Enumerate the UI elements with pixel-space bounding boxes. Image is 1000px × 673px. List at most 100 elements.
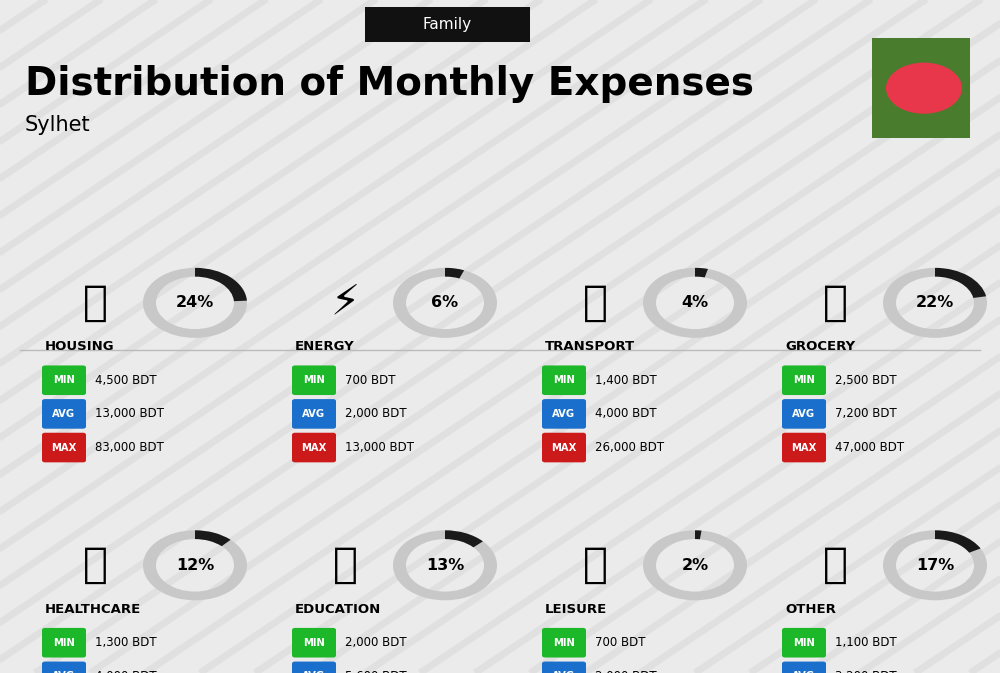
Text: MIN: MIN bbox=[553, 638, 575, 647]
Text: 6%: 6% bbox=[431, 295, 459, 310]
Text: MIN: MIN bbox=[303, 376, 325, 385]
Text: AVG: AVG bbox=[792, 672, 816, 673]
Wedge shape bbox=[883, 268, 987, 338]
FancyBboxPatch shape bbox=[292, 433, 336, 462]
Text: MAX: MAX bbox=[301, 443, 327, 452]
FancyBboxPatch shape bbox=[42, 433, 86, 462]
Text: 2,000 BDT: 2,000 BDT bbox=[595, 670, 657, 673]
Text: 26,000 BDT: 26,000 BDT bbox=[595, 441, 664, 454]
Wedge shape bbox=[143, 268, 247, 338]
FancyBboxPatch shape bbox=[542, 662, 586, 673]
Wedge shape bbox=[445, 268, 464, 279]
FancyBboxPatch shape bbox=[782, 365, 826, 395]
Text: AVG: AVG bbox=[792, 409, 816, 419]
Text: LEISURE: LEISURE bbox=[545, 602, 607, 616]
Wedge shape bbox=[883, 530, 987, 600]
FancyBboxPatch shape bbox=[42, 628, 86, 658]
Circle shape bbox=[886, 63, 962, 114]
Text: Distribution of Monthly Expenses: Distribution of Monthly Expenses bbox=[25, 65, 754, 103]
FancyBboxPatch shape bbox=[42, 399, 86, 429]
Text: 🛒: 🛒 bbox=[823, 282, 848, 324]
Text: 2,500 BDT: 2,500 BDT bbox=[835, 374, 897, 387]
FancyBboxPatch shape bbox=[292, 628, 336, 658]
Text: MIN: MIN bbox=[53, 638, 75, 647]
Text: 1,100 BDT: 1,100 BDT bbox=[835, 636, 897, 649]
FancyBboxPatch shape bbox=[292, 399, 336, 429]
Text: AVG: AVG bbox=[302, 672, 326, 673]
Text: 5,600 BDT: 5,600 BDT bbox=[345, 670, 407, 673]
Wedge shape bbox=[195, 530, 231, 546]
Wedge shape bbox=[143, 530, 247, 600]
FancyBboxPatch shape bbox=[782, 662, 826, 673]
Text: 🛍️: 🛍️ bbox=[583, 544, 608, 586]
Wedge shape bbox=[695, 530, 702, 539]
Text: GROCERY: GROCERY bbox=[785, 340, 855, 353]
Text: 3,200 BDT: 3,200 BDT bbox=[835, 670, 897, 673]
Text: TRANSPORT: TRANSPORT bbox=[545, 340, 635, 353]
Text: 4%: 4% bbox=[681, 295, 709, 310]
Text: 13,000 BDT: 13,000 BDT bbox=[95, 407, 164, 421]
Text: 2,000 BDT: 2,000 BDT bbox=[345, 407, 407, 421]
Text: MIN: MIN bbox=[793, 376, 815, 385]
Text: 12%: 12% bbox=[176, 558, 214, 573]
Text: AVG: AVG bbox=[52, 409, 76, 419]
FancyBboxPatch shape bbox=[542, 399, 586, 429]
Text: AVG: AVG bbox=[552, 672, 576, 673]
Text: 700 BDT: 700 BDT bbox=[345, 374, 396, 387]
Text: 🏢: 🏢 bbox=[82, 282, 108, 324]
Text: 1,400 BDT: 1,400 BDT bbox=[595, 374, 657, 387]
Text: HOUSING: HOUSING bbox=[45, 340, 115, 353]
Text: MIN: MIN bbox=[793, 638, 815, 647]
Text: 13%: 13% bbox=[426, 558, 464, 573]
Text: 💰: 💰 bbox=[823, 544, 848, 586]
Wedge shape bbox=[643, 530, 747, 600]
Wedge shape bbox=[643, 268, 747, 338]
Text: MIN: MIN bbox=[303, 638, 325, 647]
Wedge shape bbox=[695, 268, 708, 277]
Text: 700 BDT: 700 BDT bbox=[595, 636, 646, 649]
Wedge shape bbox=[445, 530, 483, 547]
Text: HEALTHCARE: HEALTHCARE bbox=[45, 602, 141, 616]
FancyBboxPatch shape bbox=[782, 628, 826, 658]
Text: EDUCATION: EDUCATION bbox=[295, 602, 381, 616]
Text: ⚡: ⚡ bbox=[330, 282, 360, 324]
Text: ENERGY: ENERGY bbox=[295, 340, 355, 353]
Wedge shape bbox=[393, 268, 497, 338]
FancyBboxPatch shape bbox=[542, 433, 586, 462]
Text: AVG: AVG bbox=[52, 672, 76, 673]
Wedge shape bbox=[935, 530, 981, 553]
Text: 2%: 2% bbox=[681, 558, 709, 573]
Text: Sylhet: Sylhet bbox=[25, 114, 91, 135]
Text: 24%: 24% bbox=[176, 295, 214, 310]
Text: AVG: AVG bbox=[552, 409, 576, 419]
Text: MIN: MIN bbox=[53, 376, 75, 385]
FancyBboxPatch shape bbox=[292, 365, 336, 395]
Text: 22%: 22% bbox=[916, 295, 954, 310]
Text: 1,300 BDT: 1,300 BDT bbox=[95, 636, 157, 649]
Text: 47,000 BDT: 47,000 BDT bbox=[835, 441, 904, 454]
Wedge shape bbox=[935, 268, 986, 298]
Text: MAX: MAX bbox=[791, 443, 817, 452]
Text: MAX: MAX bbox=[551, 443, 577, 452]
Text: 4,500 BDT: 4,500 BDT bbox=[95, 374, 157, 387]
FancyBboxPatch shape bbox=[782, 433, 826, 462]
Text: 🚌: 🚌 bbox=[583, 282, 608, 324]
Text: 17%: 17% bbox=[916, 558, 954, 573]
Text: MAX: MAX bbox=[51, 443, 77, 452]
FancyBboxPatch shape bbox=[42, 365, 86, 395]
FancyBboxPatch shape bbox=[872, 38, 970, 138]
Text: AVG: AVG bbox=[302, 409, 326, 419]
Wedge shape bbox=[393, 530, 497, 600]
Wedge shape bbox=[195, 268, 247, 302]
Text: Family: Family bbox=[423, 17, 472, 32]
Text: 13,000 BDT: 13,000 BDT bbox=[345, 441, 414, 454]
FancyBboxPatch shape bbox=[365, 7, 530, 42]
Text: 83,000 BDT: 83,000 BDT bbox=[95, 441, 164, 454]
FancyBboxPatch shape bbox=[782, 399, 826, 429]
FancyBboxPatch shape bbox=[542, 365, 586, 395]
Text: OTHER: OTHER bbox=[785, 602, 836, 616]
FancyBboxPatch shape bbox=[292, 662, 336, 673]
Text: 2,000 BDT: 2,000 BDT bbox=[345, 636, 407, 649]
Text: 🎓: 🎓 bbox=[332, 544, 358, 586]
Text: MIN: MIN bbox=[553, 376, 575, 385]
